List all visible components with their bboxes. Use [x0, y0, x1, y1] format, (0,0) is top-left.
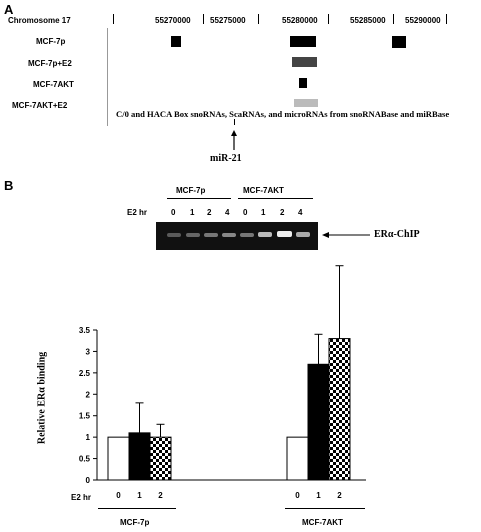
left-arrow-icon — [322, 232, 370, 238]
bottom-group-line — [98, 508, 176, 509]
y-axis-label: Relative ERα binding — [36, 351, 48, 445]
coord-label: 55285000 — [350, 16, 386, 25]
x-tick-label: 2 — [337, 491, 342, 500]
track-label: MCF-7AKT — [33, 80, 74, 89]
up-arrow-icon — [231, 130, 237, 150]
gel-band — [222, 233, 236, 237]
gel-group-label: MCF-7p — [176, 186, 206, 195]
y-tick-label: 0.5 — [79, 455, 91, 464]
y-tick-label: 2.5 — [79, 369, 91, 378]
bottom-e2-label: E2 hr — [71, 493, 92, 502]
band-label: ERα-ChIP — [374, 229, 420, 240]
track-label: MCF-7AKT+E2 — [12, 101, 68, 110]
gel-band — [167, 233, 181, 237]
coord-tick — [328, 14, 329, 24]
gel-group-line — [167, 198, 231, 199]
mirna-locus-tick — [234, 119, 235, 125]
gel-band — [258, 232, 272, 237]
coord-tick — [258, 14, 259, 24]
track-label: MCF-7p — [36, 37, 66, 46]
bottom-group-label: MCF-7AKT — [302, 518, 343, 527]
peak-mcf7pe2 — [292, 57, 317, 67]
x-tick-label: 2 — [158, 491, 163, 500]
gel-band — [240, 233, 254, 237]
bottom-group-line — [285, 508, 365, 509]
annotation-text: C/0 and HACA Box snoRNAs, ScaRNAs, and m… — [116, 109, 450, 119]
gel-group-line — [238, 198, 313, 199]
gel-e2-label: E2 hr — [127, 208, 148, 217]
coord-label: 55270000 — [155, 16, 191, 25]
panel-a-label: A — [4, 2, 14, 17]
bar — [286, 436, 309, 481]
x-tick-label: 1 — [316, 491, 321, 500]
gel-timepoint: 0 — [171, 208, 176, 217]
gel-timepoint: 4 — [225, 208, 230, 217]
bar — [128, 432, 151, 481]
coord-label: 55280000 — [282, 16, 318, 25]
gel-group-label: MCF-7AKT — [243, 186, 284, 195]
gel-band — [204, 233, 218, 237]
coord-tick — [393, 14, 394, 24]
bottom-group-label: MCF-7p — [120, 518, 150, 527]
gel-band — [186, 233, 200, 237]
bar — [149, 436, 172, 481]
y-tick-label: 1.5 — [79, 412, 91, 421]
gel-band — [277, 231, 292, 237]
coord-tick — [203, 14, 204, 24]
bar — [107, 436, 130, 481]
coord-label: 55275000 — [210, 16, 246, 25]
gel-timepoint: 2 — [207, 208, 212, 217]
gel-image — [156, 222, 318, 250]
peak-mcf7p-3 — [392, 36, 406, 48]
gel-band — [296, 232, 310, 237]
bar — [328, 338, 351, 481]
x-tick-label: 0 — [295, 491, 300, 500]
gel-timepoint: 2 — [280, 208, 285, 217]
gel-timepoint: 1 — [190, 208, 195, 217]
bar — [307, 363, 330, 481]
coord-tick — [446, 14, 447, 24]
y-tick-label: 3.5 — [79, 326, 91, 335]
peak-mcf7akt — [299, 78, 307, 88]
peak-mcf7p-1 — [171, 36, 181, 47]
gel-timepoint: 1 — [261, 208, 266, 217]
gel-timepoint: 4 — [298, 208, 303, 217]
chromosome-label: Chromosome 17 — [8, 16, 71, 25]
gel-timepoint: 0 — [243, 208, 248, 217]
coord-label: 55290000 — [405, 16, 441, 25]
y-tick-label: 0 — [86, 476, 91, 485]
track-label: MCF-7p+E2 — [28, 59, 72, 68]
coord-tick-start — [113, 14, 114, 24]
panel-b-label: B — [4, 178, 14, 193]
x-tick-label: 1 — [137, 491, 142, 500]
mirna-label: miR-21 — [210, 153, 242, 164]
peak-mcf7akte2 — [294, 99, 318, 107]
y-tick-label: 2 — [86, 390, 91, 399]
y-tick-label: 1 — [86, 433, 91, 442]
y-tick-label: 3 — [86, 347, 91, 356]
peak-mcf7p-2 — [290, 36, 316, 47]
track-divider — [107, 28, 108, 126]
bar-chart: 0 0.5 1 1.5 2 2.5 3 3.5 0 1 2 0 1 2 — [79, 265, 366, 500]
x-tick-label: 0 — [116, 491, 121, 500]
